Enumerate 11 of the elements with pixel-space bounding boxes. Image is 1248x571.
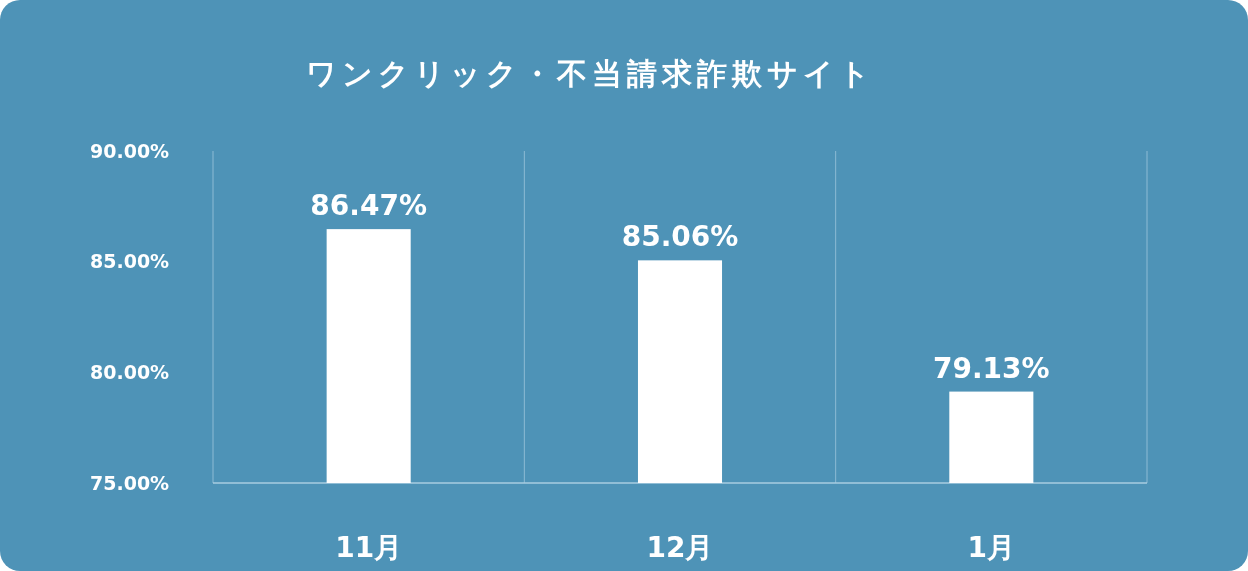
y-tick-label: 75.00% bbox=[90, 471, 170, 494]
data-label: 85.06% bbox=[621, 220, 739, 254]
x-tick-label: 11月 bbox=[335, 531, 403, 564]
y-tick-label: 80.00% bbox=[90, 360, 170, 383]
data-label: 79.13% bbox=[933, 351, 1050, 385]
y-tick-label: 85.00% bbox=[90, 250, 170, 273]
x-tick-label: 12月 bbox=[646, 531, 714, 564]
data-label: 86.47% bbox=[310, 189, 427, 223]
x-tick-label: 1月 bbox=[967, 531, 1016, 564]
chart-title: ワンクリック・不当請求詐欺サイト bbox=[305, 56, 875, 91]
y-tick-label: 90.00% bbox=[90, 139, 170, 162]
